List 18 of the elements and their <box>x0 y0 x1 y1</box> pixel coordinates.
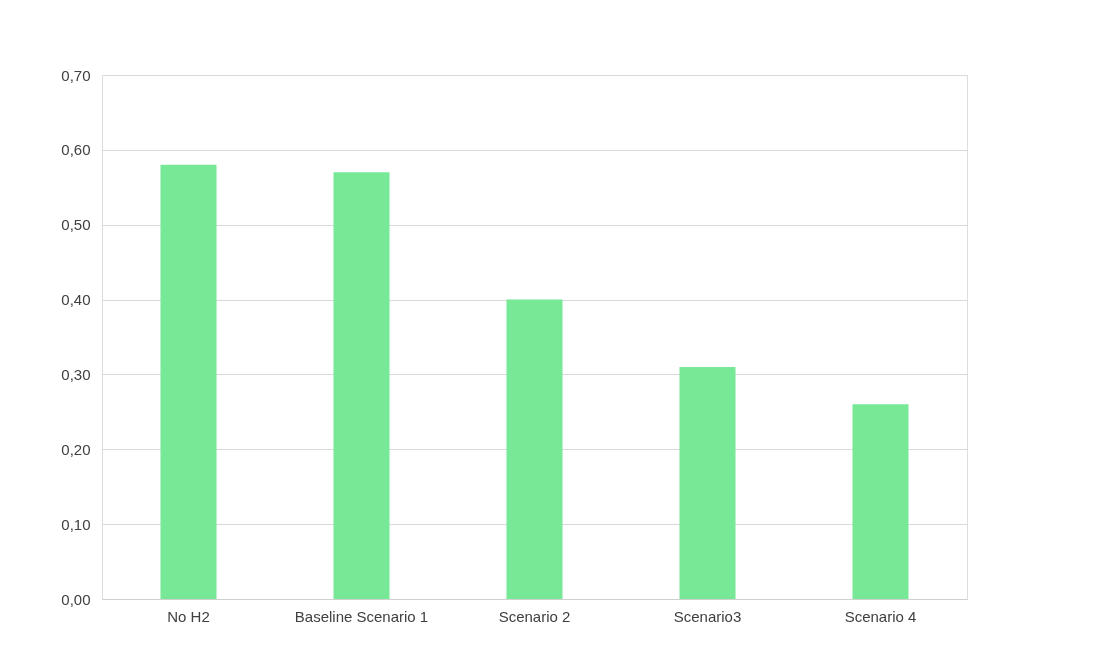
bar <box>333 172 390 599</box>
y-tick-label: 0,30 <box>61 365 91 383</box>
x-tick-label: Scenario 4 <box>844 607 917 625</box>
y-tick-label: 0,40 <box>61 291 91 309</box>
x-tick-label: Scenario3 <box>673 607 742 625</box>
y-tick-label: 0,60 <box>61 141 91 159</box>
y-tick-label: 0,10 <box>61 515 91 533</box>
y-tick-label: 0,20 <box>61 440 91 458</box>
x-tick-label: Baseline Scenario 1 <box>294 607 429 625</box>
bar <box>506 299 563 599</box>
bar <box>160 164 217 599</box>
bar <box>852 404 909 599</box>
bar <box>679 366 736 599</box>
y-tick-label: 0,70 <box>61 66 91 84</box>
y-tick-label: 0,50 <box>61 216 91 234</box>
y-tick-label: 0,00 <box>61 590 91 608</box>
x-tick-label: No H2 <box>167 607 210 625</box>
x-tick-label: Scenario 2 <box>498 607 571 625</box>
